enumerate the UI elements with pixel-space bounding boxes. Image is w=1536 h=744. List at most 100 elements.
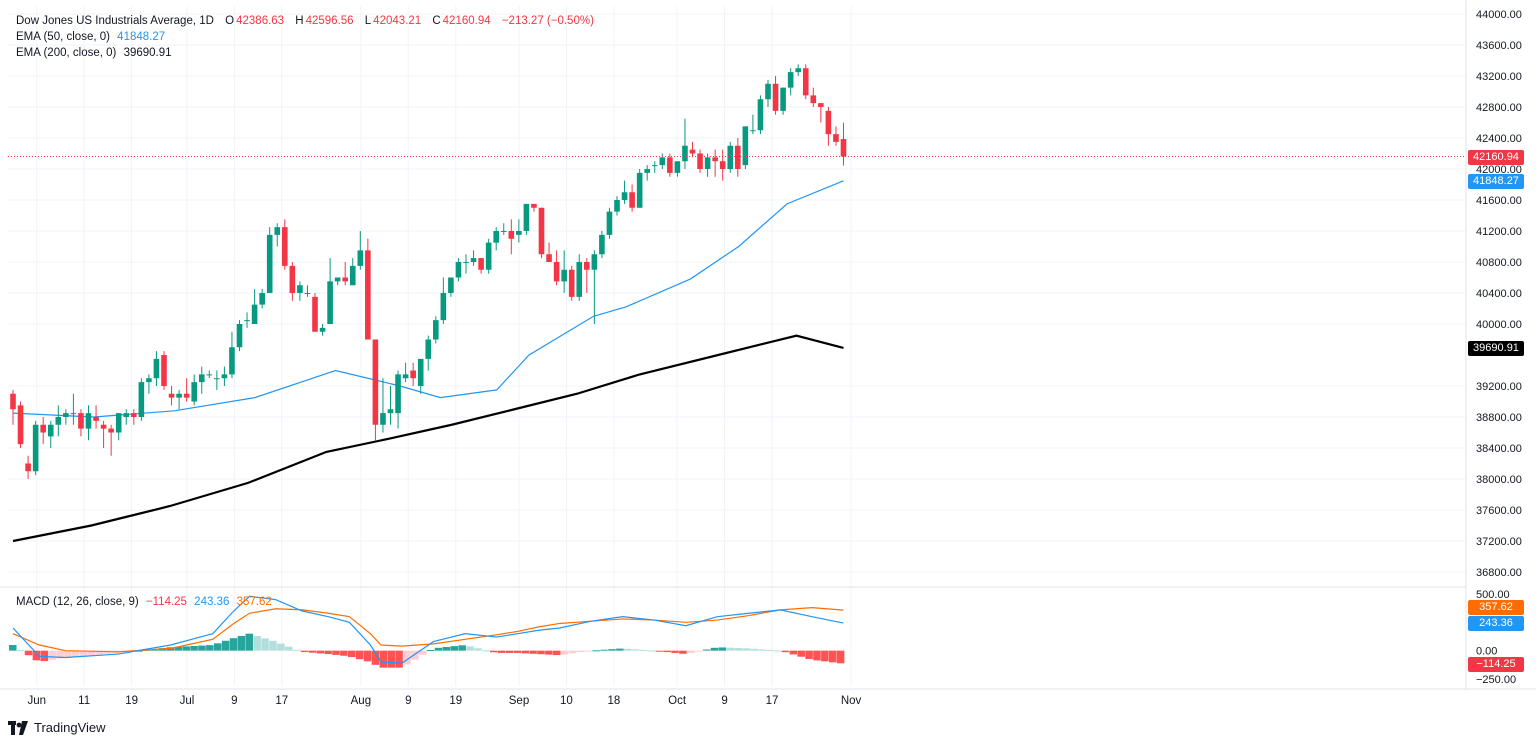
candle-body (244, 320, 250, 322)
candle-body (282, 227, 288, 266)
macd-hist-bar (64, 650, 72, 658)
macd-hist-tag: −114.25 (1468, 657, 1524, 672)
candle-body (750, 130, 756, 132)
y-tick-label: 43200.00 (1476, 71, 1522, 83)
macd-hist-bar (48, 650, 56, 660)
macd-hist-bar (836, 650, 845, 664)
macd-hist-bar (324, 650, 332, 655)
macd-signal-line (12, 606, 844, 653)
macd-hist-bar (821, 650, 829, 662)
candle-body (787, 72, 794, 88)
macd-hist-bar (781, 650, 790, 653)
candle-body (674, 161, 681, 173)
candle-body (538, 207, 545, 255)
candle-body (100, 424, 107, 429)
macd-hist-bar (9, 645, 17, 651)
y-tick-label: 44000.00 (1476, 9, 1522, 21)
candle-body (742, 126, 749, 166)
candle-body (131, 413, 137, 417)
macd-hist-bar (647, 650, 656, 652)
candle-body (146, 378, 152, 383)
ema50-legend[interactable]: EMA (50, close, 0) 41848.27 (16, 31, 166, 43)
candle-body (417, 358, 424, 386)
candle-body (161, 355, 167, 386)
macd-hist-bar (245, 633, 254, 651)
candle-body (553, 262, 560, 282)
candle-body (810, 95, 817, 104)
macd-hist-bar (103, 650, 112, 654)
macd-hist-bar (40, 650, 49, 662)
candle-body (304, 293, 311, 294)
ema200-legend[interactable]: EMA (200, close, 0) 39690.91 (16, 47, 172, 59)
macd-hist-bar (765, 649, 774, 651)
candle-body (584, 262, 590, 270)
candle-body (840, 139, 847, 157)
candle-body (440, 293, 447, 321)
candle-body (493, 231, 499, 243)
candle-body (500, 231, 507, 232)
symbol-legend: Dow Jones US Industrials Average, 1D O 42… (16, 13, 596, 29)
candle-body (191, 382, 197, 402)
macd-hist-bar (190, 645, 198, 651)
ema200-path (12, 334, 844, 543)
x-tick-label: Nov (841, 695, 862, 707)
x-tick-label: Oct (668, 695, 687, 707)
macd-hist-bar (284, 646, 293, 651)
candle-body (236, 324, 243, 348)
macd-hist-bar (24, 650, 33, 656)
macd-hist-bar (608, 649, 616, 651)
macd-hist-bar (521, 650, 529, 654)
ema50-line (12, 180, 844, 418)
macd-hist-bar (135, 650, 143, 652)
candle-body (357, 250, 364, 266)
candle-body (697, 153, 703, 169)
x-tick-label: 17 (275, 695, 288, 707)
ema200-price-tag: 39690.91 (1468, 341, 1524, 356)
macd-hist-bar (710, 647, 719, 651)
candle-body (591, 254, 598, 270)
candle-body (395, 374, 401, 414)
x-tick-label: 18 (607, 695, 620, 707)
macd-hist-bar (277, 643, 285, 651)
macd-hist-bar (411, 650, 419, 660)
macd-hist-bar (348, 650, 356, 658)
candle-body (153, 358, 160, 379)
macd-hist-bar (758, 649, 766, 651)
ema50-path (12, 180, 844, 418)
macd-hist-bar (79, 650, 88, 656)
macd-hist-bar (489, 650, 498, 653)
macd-hist-bar (537, 650, 545, 655)
candle-body (795, 68, 801, 73)
candle-body (259, 293, 265, 305)
x-tick-label: 19 (125, 695, 138, 707)
candle-body (629, 192, 635, 208)
macd-hist-bar (505, 650, 514, 653)
symbol-title: Dow Jones US Industrials Average, 1D (16, 15, 214, 27)
ohlc-values: O 42386.63 H 42596.56 L 42043.21 C 42160.94 … (225, 15, 594, 27)
candle-body (719, 161, 726, 169)
macd-hist-bar (32, 650, 41, 661)
macd-hist-bar (332, 650, 340, 655)
y-tick-label: 38400.00 (1476, 443, 1522, 455)
tradingview-logo[interactable]: TradingView (8, 720, 106, 735)
candle-body (818, 103, 824, 107)
candle-body (183, 393, 190, 398)
macd-hist-bar (655, 650, 664, 652)
candle-body (780, 87, 786, 111)
macd-hist-bar (363, 650, 372, 662)
macd-legend[interactable]: MACD (12, 26, close, 9) −114.25 243.36 3… (16, 596, 272, 608)
candle-body (319, 327, 326, 332)
macd-hist-bar (371, 650, 380, 665)
macd-signal-tag: 357.62 (1468, 600, 1524, 615)
candle-body (78, 413, 84, 429)
macd-hist-bar (482, 650, 490, 652)
candle-body (32, 424, 39, 472)
candle-body (17, 405, 24, 445)
macd-hist-bar (600, 649, 608, 651)
candle-body (115, 413, 122, 433)
candle-body (516, 231, 522, 235)
candle-body (636, 172, 643, 208)
candle-body (463, 262, 469, 263)
macd-hist-bar (553, 650, 561, 656)
macd-hist-bar (797, 650, 805, 657)
